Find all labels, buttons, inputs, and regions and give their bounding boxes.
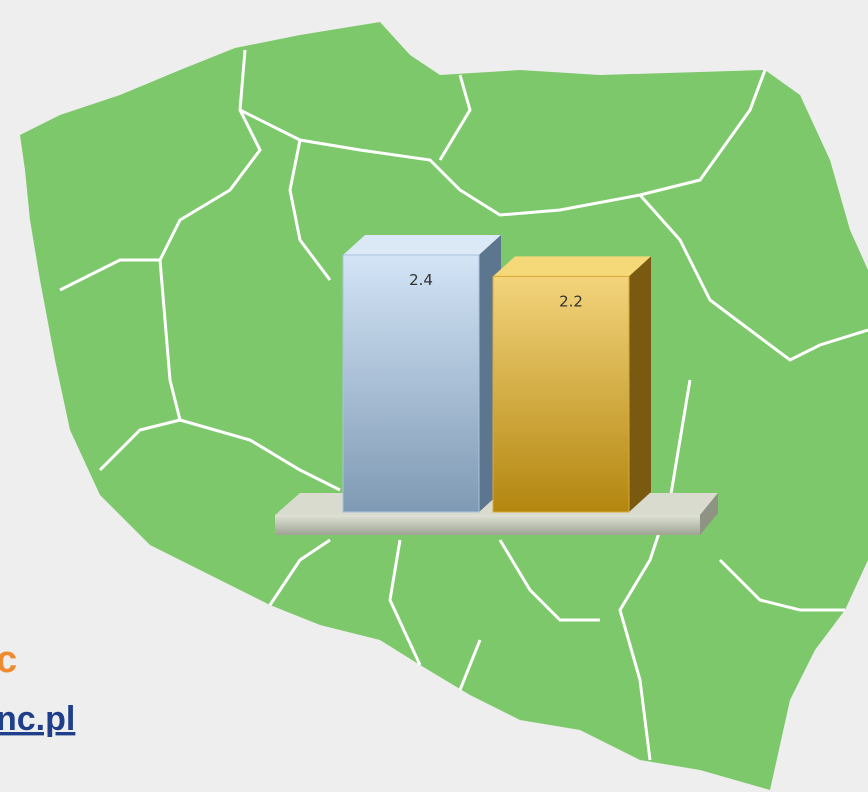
bar-top	[343, 235, 501, 255]
value-label: 2.4	[409, 271, 433, 289]
region-borders	[59, 49, 868, 761]
brand: c	[0, 639, 17, 681]
bar	[342, 254, 480, 513]
bar-side	[629, 256, 651, 512]
bar	[492, 275, 630, 513]
platform-side	[700, 493, 718, 535]
bar-top	[493, 256, 651, 277]
platform-front	[275, 515, 700, 535]
link[interactable]: nc.pl	[0, 700, 75, 738]
value-label: 2.2	[559, 292, 583, 310]
